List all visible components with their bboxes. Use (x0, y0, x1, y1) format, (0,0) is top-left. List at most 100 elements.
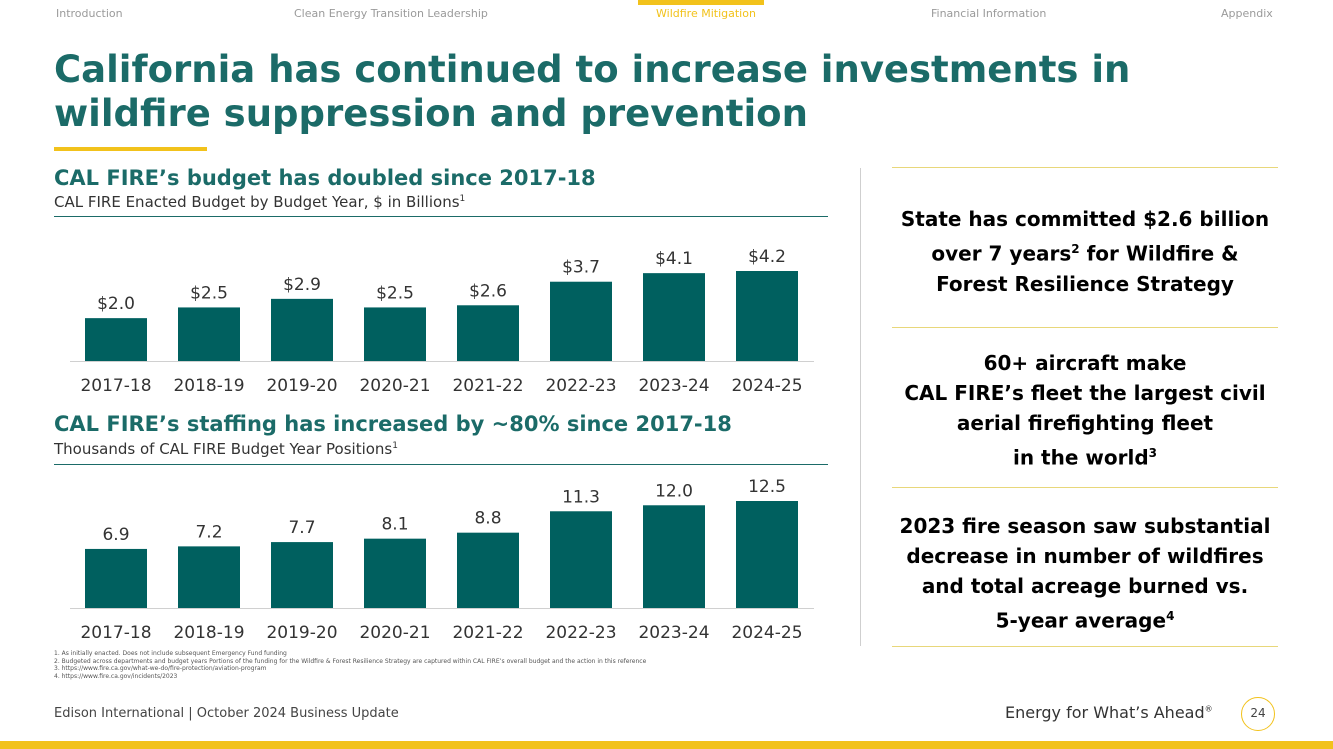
footnote-4: 4. https://www.fire.ca.gov/incidents/202… (54, 672, 178, 680)
stat-fire-line4-text: 5-year average (995, 608, 1167, 633)
budget-bar-chart: $2.0 2017-18 $2.5 2018-19 $2.9 2019-20 $2.5 202… (70, 247, 814, 396)
data-label-2017-18: $2.0 (97, 294, 135, 314)
data-label-2024-25: 12.5 (748, 477, 786, 497)
nav-item-financial-information[interactable]: Financial Information (931, 7, 1047, 20)
stat-rule-bottom (892, 646, 1278, 647)
stat-funding-line2-tail: for Wildfire & (1079, 241, 1239, 266)
footer-tagline-mark: ® (1204, 704, 1213, 714)
bar-2019-20 (271, 542, 333, 608)
staffing-subtitle-text: Thousands of CAL FIRE Budget Year Positi… (54, 440, 393, 458)
data-label-2022-23: $3.7 (562, 258, 600, 278)
x-tick-label-2022-23: 2022-23 (545, 376, 616, 396)
data-label-2017-18: 6.9 (102, 525, 129, 545)
stat-funding-line1: State has committed $2.6 billion (900, 207, 1270, 231)
stat-aircraft-line4: in the world3 (892, 438, 1278, 473)
nav-item-clean-energy[interactable]: Clean Energy Transition Leadership (294, 7, 488, 20)
stat-aircraft-line2: CAL FIRE’s fleet the largest civil (904, 381, 1266, 405)
stat-funding-line2-text: over 7 years (931, 241, 1072, 266)
stat-funding-line2: over 7 years2 for Wildfire & (892, 234, 1278, 269)
stat-aircraft: 60+ aircraft make CAL FIRE’s fleet the l… (892, 348, 1278, 473)
bottom-accent-bar (0, 741, 1333, 749)
stat-fire-season: 2023 fire season saw substantial decreas… (892, 511, 1278, 636)
footer-company: Edison International | October 2024 Busi… (54, 706, 399, 721)
data-label-2020-21: 8.1 (381, 515, 408, 535)
column-divider (860, 168, 861, 646)
data-label-2024-25: $4.2 (748, 247, 786, 267)
footnote-3: 3. https://www.fire.ca.gov/what-we-do/fi… (54, 665, 267, 672)
bar-2020-21 (364, 538, 426, 608)
budget-subtitle-text: CAL FIRE Enacted Budget by Budget Year, … (54, 193, 460, 211)
stat-funding: State has committed $2.6 billion over 7 … (892, 204, 1278, 299)
stat-aircraft-note: 3 (1148, 446, 1157, 460)
section-nav: Introduction Clean Energy Transition Lea… (0, 0, 1333, 28)
bar-2017-18 (85, 548, 147, 608)
x-tick-label-2021-22: 2021-22 (452, 376, 523, 396)
x-tick-label-2019-20: 2019-20 (266, 623, 337, 643)
x-tick-label-2017-18: 2017-18 (80, 623, 151, 643)
staffing-chart: 6.9 2017-18 7.2 2018-19 7.7 2019-20 8.1 2020-21… (54, 468, 828, 650)
data-label-2023-24: $4.1 (655, 249, 693, 269)
x-tick-label-2020-21: 2020-21 (359, 623, 430, 643)
footnotes: 1. As initially enacted. Does not includ… (54, 650, 646, 680)
x-tick-label-2024-25: 2024-25 (731, 623, 802, 643)
x-tick-label-2024-25: 2024-25 (731, 376, 802, 396)
bar-2024-25 (736, 271, 798, 361)
stat-funding-note: 2 (1071, 242, 1080, 256)
x-tick-label-2020-21: 2020-21 (359, 376, 430, 396)
bar-2022-23 (550, 511, 612, 608)
data-label-2020-21: $2.5 (376, 283, 414, 303)
footer-tagline: Energy for What’s Ahead® (1005, 703, 1213, 722)
staffing-heading: CAL FIRE’s staffing has increased by ~80… (54, 412, 732, 436)
data-label-2018-19: 7.2 (195, 522, 222, 542)
x-tick-label-2023-24: 2023-24 (638, 376, 709, 396)
bar-2022-23 (550, 281, 612, 361)
data-label-2019-20: $2.9 (283, 275, 321, 295)
x-tick-label-2017-18: 2017-18 (80, 376, 151, 396)
stat-fire-note: 4 (1166, 609, 1175, 623)
x-tick-label-2023-24: 2023-24 (638, 623, 709, 643)
bar-2018-19 (178, 307, 240, 361)
stat-rule-2 (892, 327, 1278, 328)
staffing-bar-chart: 6.9 2017-18 7.2 2018-19 7.7 2019-20 8.1 2020-21… (70, 477, 814, 643)
stat-fire-line2: decrease in number of wildfires (906, 544, 1264, 568)
stat-aircraft-line3: aerial firefighting fleet (956, 411, 1214, 435)
budget-heading: CAL FIRE’s budget has doubled since 2017… (54, 166, 596, 190)
footnote-2: 2. Budgeted across departments and budge… (54, 657, 647, 665)
active-section-indicator (638, 0, 764, 5)
budget-rule (54, 216, 828, 217)
bar-2023-24 (643, 505, 705, 608)
x-tick-label-2018-19: 2018-19 (173, 623, 244, 643)
data-label-2022-23: 11.3 (562, 487, 600, 507)
stat-rule-3 (892, 487, 1278, 488)
page-title: California has continued to increase inv… (54, 48, 1131, 135)
stat-funding-line3: Forest Resilience Strategy (936, 271, 1234, 296)
x-tick-label-2022-23: 2022-23 (545, 623, 616, 643)
data-label-2023-24: 12.0 (655, 481, 693, 501)
stat-fire-line3: and total acreage burned vs. (921, 574, 1249, 598)
footer-tagline-text: Energy for What’s Ahead (1005, 703, 1205, 722)
stat-rule-top (892, 167, 1278, 168)
x-tick-label-2019-20: 2019-20 (266, 376, 337, 396)
nav-item-wildfire-mitigation[interactable]: Wildfire Mitigation (656, 7, 756, 20)
stat-aircraft-line4-text: in the world (1013, 445, 1149, 470)
data-label-2018-19: $2.5 (190, 283, 228, 303)
bar-2023-24 (643, 273, 705, 361)
bar-2024-25 (736, 501, 798, 608)
staffing-subtitle-note: 1 (392, 441, 398, 451)
budget-subtitle-note: 1 (459, 194, 466, 204)
data-label-2021-22: $2.6 (469, 281, 507, 301)
nav-item-appendix[interactable]: Appendix (1221, 7, 1273, 20)
page-number: 24 (1241, 697, 1275, 731)
staffing-subtitle: Thousands of CAL FIRE Budget Year Positi… (54, 440, 398, 458)
stat-fire-line1: 2023 fire season saw substantial (899, 514, 1271, 538)
x-tick-label-2021-22: 2021-22 (452, 623, 523, 643)
nav-item-introduction[interactable]: Introduction (56, 7, 123, 20)
data-label-2021-22: 8.8 (474, 509, 501, 529)
budget-chart: $2.0 2017-18 $2.5 2018-19 $2.9 2019-20 $2.5 202… (54, 240, 828, 406)
bar-2017-18 (85, 318, 147, 361)
title-underline (54, 147, 207, 151)
x-tick-label-2018-19: 2018-19 (173, 376, 244, 396)
footnote-1: 1. As initially enacted. Does not includ… (54, 650, 287, 657)
bar-2018-19 (178, 546, 240, 608)
bar-2020-21 (364, 307, 426, 361)
